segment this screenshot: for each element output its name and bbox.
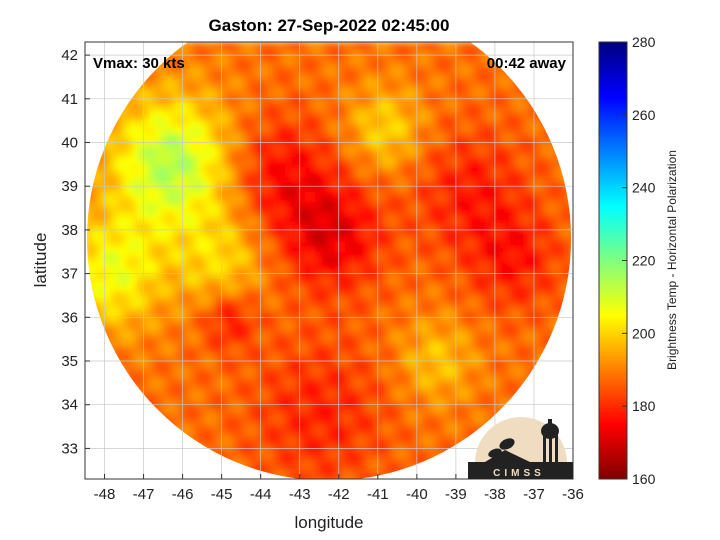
feature-storm_center bbox=[322, 225, 340, 244]
y-tick-label: 35 bbox=[61, 353, 78, 370]
y-tick-label: 41 bbox=[61, 91, 78, 108]
y-axis: 33 34 35 36 37 38 39 40 41 42 bbox=[61, 47, 90, 457]
colorbar-tick-label: 240 bbox=[632, 180, 656, 196]
heatmap-swath bbox=[86, 42, 572, 479]
y-tick-label: 37 bbox=[61, 266, 78, 283]
colorbar-tick-label: 180 bbox=[632, 398, 656, 414]
cimss-logo-text: CIMSS bbox=[493, 468, 545, 479]
y-tick-label: 33 bbox=[61, 440, 78, 457]
y-axis-label: latitude bbox=[31, 233, 50, 288]
y-tick-label: 34 bbox=[61, 397, 78, 414]
colorbar-label: Brightness Temp - Horizontal Polarizatio… bbox=[665, 150, 679, 370]
x-tick-label: -39 bbox=[445, 486, 467, 503]
feature-warm_arc_north bbox=[378, 122, 393, 137]
x-tick-label: -43 bbox=[289, 486, 311, 503]
vmax-label: Vmax: 30 kts bbox=[93, 55, 185, 72]
x-tick-label: -47 bbox=[133, 486, 155, 503]
feature-band_east bbox=[506, 252, 523, 269]
x-tick-label: -41 bbox=[367, 486, 389, 503]
x-tick-label: -46 bbox=[172, 486, 194, 503]
x-tick-label: -37 bbox=[523, 486, 545, 503]
x-tick-label: -38 bbox=[484, 486, 506, 503]
y-tick-label: 39 bbox=[61, 178, 78, 195]
axes-frame bbox=[84, 41, 574, 480]
y-tick-label: 42 bbox=[61, 47, 78, 64]
colorbar-tick-label: 200 bbox=[632, 325, 656, 341]
x-tick-label: -48 bbox=[94, 486, 116, 503]
feature-band_south bbox=[307, 401, 331, 426]
x-axis-label: longitude bbox=[294, 513, 363, 532]
x-tick-label: -44 bbox=[250, 486, 272, 503]
feature-northwest_dry_area bbox=[160, 153, 182, 176]
x-tick-label: -36 bbox=[562, 486, 584, 503]
gridlines bbox=[85, 42, 573, 479]
y-tick-label: 40 bbox=[61, 135, 78, 152]
x-tick-label: -45 bbox=[211, 486, 233, 503]
cimss-logo: CIMSS bbox=[468, 417, 573, 479]
feature-band_northeast bbox=[461, 185, 482, 205]
colorbar-ticks: 160 180 200 220 240 260 280 bbox=[622, 34, 656, 487]
colorbar-tick-label: 260 bbox=[632, 107, 656, 123]
y-tick-label: 36 bbox=[61, 309, 78, 326]
colorbar-tick-label: 220 bbox=[632, 253, 656, 269]
colorbar-tick-label: 280 bbox=[632, 34, 656, 50]
time-offset-label: 00:42 away bbox=[487, 55, 567, 72]
x-axis: -48 -47 -46 -45 -44 -43 -42 -41 -40 -39 -38 -37 -36 bbox=[94, 474, 584, 503]
colorbar-tick-label: 160 bbox=[632, 471, 656, 487]
x-tick-label: -42 bbox=[328, 486, 350, 503]
feature-spiral_band_north bbox=[271, 164, 289, 182]
y-tick-label: 38 bbox=[61, 222, 78, 239]
x-tick-label: -40 bbox=[406, 486, 428, 503]
chart-title: Gaston: 27-Sep-2022 02:45:00 bbox=[209, 16, 450, 35]
